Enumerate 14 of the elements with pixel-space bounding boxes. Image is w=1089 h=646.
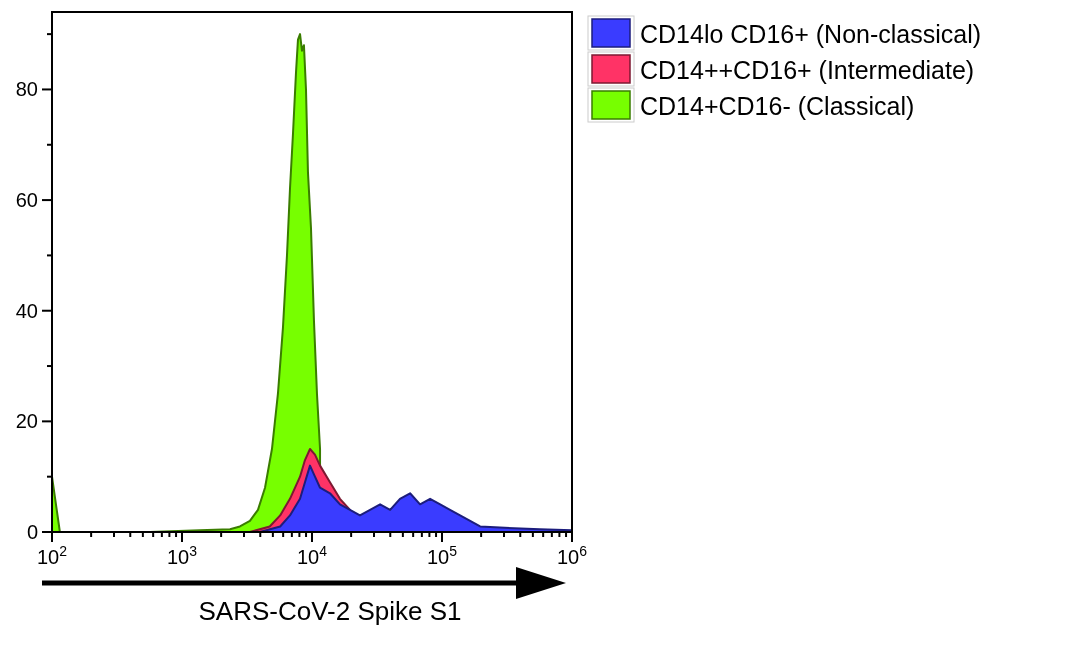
x-tick-label: 10$^{3}$	[166, 543, 198, 568]
y-tick-label: 60	[15, 189, 38, 212]
x-tick-label: 10$^{6}$	[556, 543, 588, 568]
y-tick-label: 0	[26, 521, 38, 543]
y-tick-label: 20	[15, 410, 38, 433]
legend-label: CD14++CD16+ (Intermediate)	[640, 56, 975, 84]
y-tick-label: 80	[15, 78, 38, 101]
legend-label: CD14lo CD16+ (Non-classical)	[640, 20, 982, 48]
y-tick-label: 40	[15, 299, 38, 322]
x-tick-label: 10$^{2}$	[36, 543, 68, 568]
x-tick-label: 10$^{4}$	[296, 543, 328, 568]
x-axis-title: SARS-CoV-2 Spike S1	[198, 596, 462, 626]
legend-label: CD14+CD16- (Classical)	[640, 92, 915, 120]
x-tick-label: 10$^{5}$	[426, 543, 458, 568]
